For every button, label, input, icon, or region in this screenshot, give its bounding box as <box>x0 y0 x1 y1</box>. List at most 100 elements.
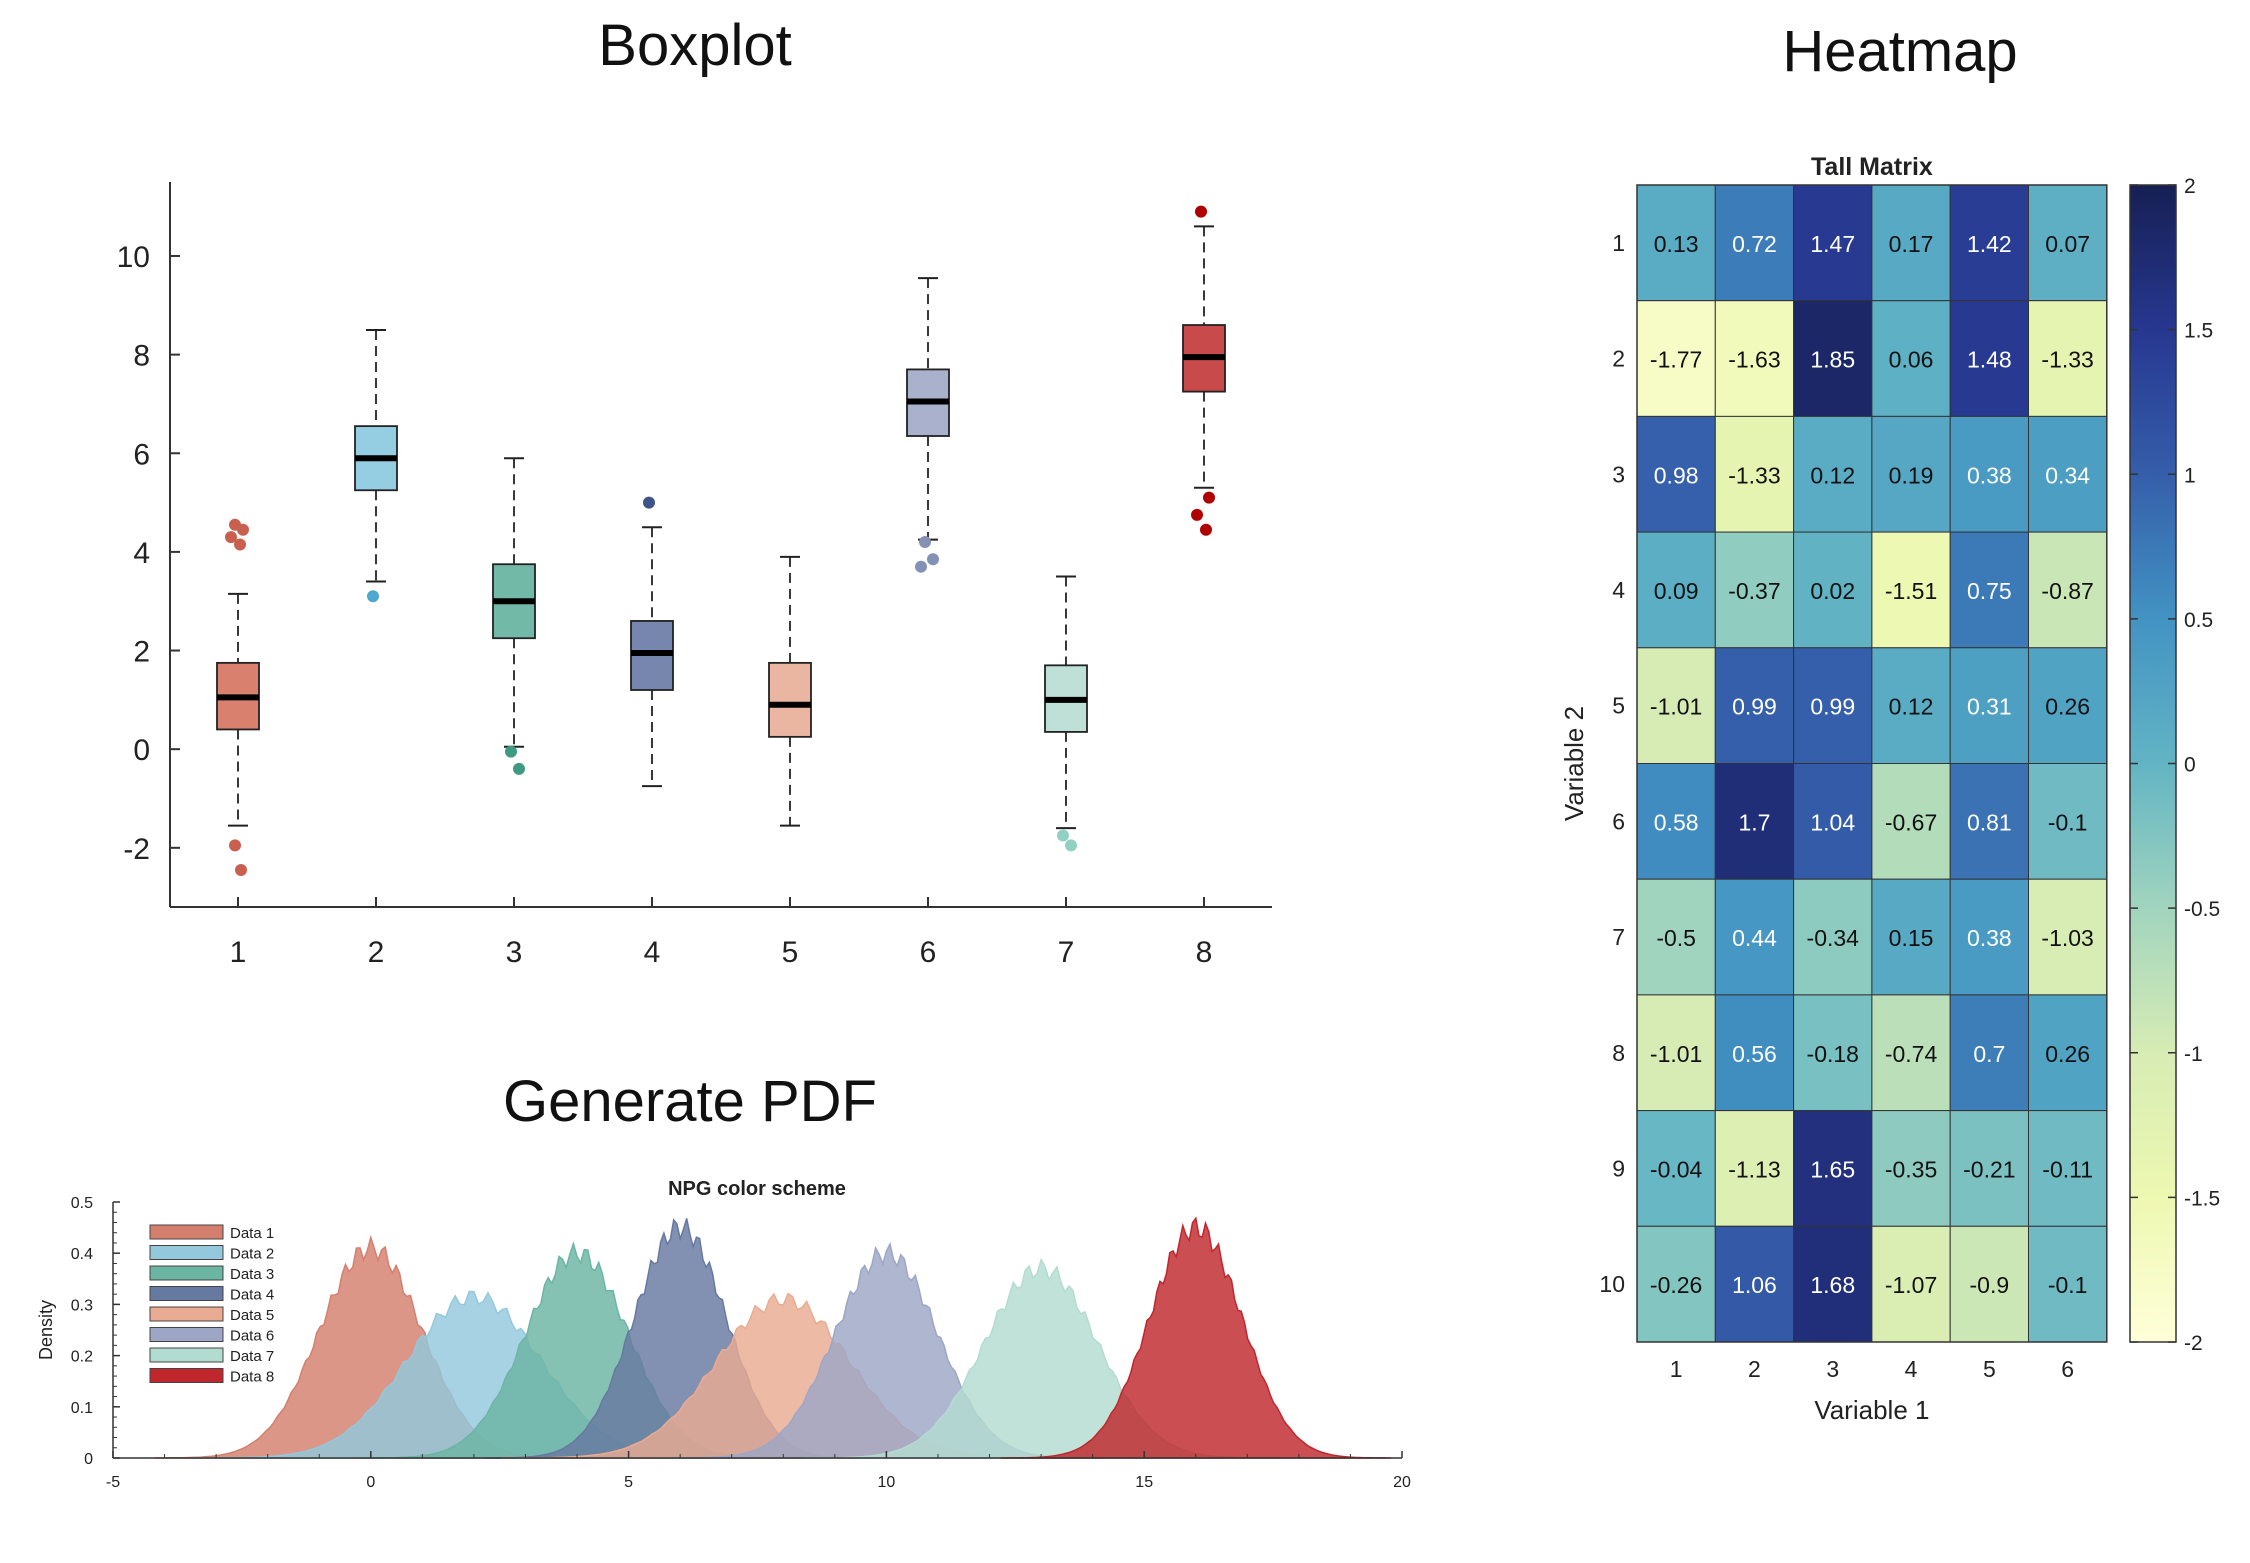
heatmap-cell <box>1793 878 1873 996</box>
heatmap-cell-label: 0.13 <box>1654 231 1699 257</box>
heatmap-cell-label: -0.18 <box>1807 1041 1859 1067</box>
heatmap-cell-label: 1.04 <box>1810 809 1855 835</box>
legend-swatch <box>149 1224 224 1240</box>
colorbar-tick-label: -1 <box>2184 1043 2203 1066</box>
heatmap-cell <box>2028 878 2108 996</box>
heatmap-cell-label: -1.33 <box>2041 347 2093 373</box>
heatmap-subtitle: Tall Matrix <box>1811 153 1933 181</box>
heatmap-x-label: Variable 1 <box>1814 1395 1929 1425</box>
colorbar-tick-label: -0.5 <box>2184 898 2220 921</box>
heatmap-cell-label: 0.99 <box>1732 694 1777 720</box>
heatmap-cell-label: 0.38 <box>1967 462 2012 488</box>
heatmap-cell <box>1714 878 1795 996</box>
heatmap-cell-label: 1.7 <box>1738 809 1770 835</box>
heatmap-cell <box>2028 1110 2108 1227</box>
heatmap-cell <box>1714 1110 1795 1227</box>
legend-swatch <box>149 1347 224 1363</box>
pdf-y-label: Density <box>36 1300 56 1360</box>
y-tick-label: 4 <box>133 537 150 570</box>
heatmap-cell <box>2028 531 2108 649</box>
legend-swatch <box>149 1327 224 1342</box>
colorbar-tick-label: 2 <box>2184 175 2196 198</box>
heatmap-cell <box>1714 994 1795 1112</box>
pdf-title: Generate PDF <box>503 1069 877 1134</box>
heatmap-cell <box>1636 1225 1716 1343</box>
pdf-y-tick-label: 0 <box>84 1451 93 1468</box>
outlier-point <box>367 590 379 603</box>
heatmap-cell <box>1793 994 1873 1112</box>
heatmap-cell-label: 0.15 <box>1889 925 1934 951</box>
legend-label: Data 6 <box>230 1328 274 1345</box>
heatmap-cell-label: 0.56 <box>1732 1041 1777 1067</box>
heatmap-cell-label: -1.51 <box>1885 578 1937 604</box>
heatmap-cell-label: 0.06 <box>1889 347 1934 373</box>
heatmap-y-tick-label: 6 <box>1612 808 1625 834</box>
heatmap-cell-label: 0.58 <box>1654 809 1699 835</box>
heatmap-cell-label: 0.02 <box>1810 578 1855 604</box>
box-group-1 <box>216 518 260 877</box>
box-group-4 <box>630 496 674 788</box>
heatmap-cell-label: -0.35 <box>1885 1156 1937 1182</box>
heatmap-x-tick-label: 1 <box>1670 1356 1683 1382</box>
x-tick-label: 6 <box>920 936 937 969</box>
heatmap-cell-label: 0.07 <box>2045 231 2090 257</box>
heatmap-cell-label: -1.77 <box>1650 347 1702 373</box>
colorbar-tick-label: 1.5 <box>2184 320 2213 343</box>
heatmap-cell <box>1871 1225 1951 1343</box>
outlier-point <box>513 762 525 775</box>
heatmap-cell-label: 0.17 <box>1889 231 1934 257</box>
box-group-7 <box>1044 575 1088 852</box>
heatmap-cell <box>1871 763 1951 880</box>
outlier-point <box>1057 829 1069 842</box>
heatmap-cell <box>1714 531 1795 649</box>
heatmap-cell-label: -0.5 <box>1656 925 1696 951</box>
x-tick-label: 3 <box>506 936 523 969</box>
legend-label: Data 7 <box>230 1348 274 1365</box>
heatmap-cell <box>2028 647 2108 764</box>
outlier-point <box>225 531 237 544</box>
heatmap-cell <box>1949 184 2029 302</box>
legend-label: Data 5 <box>230 1307 274 1324</box>
outlier-point <box>927 553 939 566</box>
outlier-point <box>1195 205 1207 218</box>
heatmap-cell <box>1949 1225 2029 1343</box>
heatmap-cell-label: 0.7 <box>1973 1041 2005 1067</box>
heatmap-cell-label: -0.1 <box>2048 1272 2088 1298</box>
x-tick-label: 7 <box>1058 936 1075 969</box>
pdf-x-tick-label: -5 <box>106 1474 120 1491</box>
heatmap-y-tick-label: 5 <box>1612 693 1625 719</box>
heatmap-cell <box>1949 763 2029 880</box>
heatmap-cell <box>1793 1225 1873 1343</box>
y-tick-label: 6 <box>133 438 150 471</box>
heatmap-cell-label: -0.67 <box>1885 809 1937 835</box>
heatmap-cell <box>1871 878 1951 996</box>
heatmap-cell <box>1714 415 1795 533</box>
legend-label: Data 8 <box>230 1369 274 1386</box>
heatmap-cell <box>1636 415 1716 533</box>
pdf-x-tick-label: 20 <box>1393 1474 1411 1491</box>
heatmap-cell-label: -0.74 <box>1885 1041 1938 1067</box>
heatmap-cell-label: -1.07 <box>1885 1272 1937 1298</box>
legend-swatch <box>149 1286 224 1301</box>
heatmap-cell-label: 1.68 <box>1810 1272 1855 1298</box>
heatmap-cell-label: 0.98 <box>1654 462 1699 488</box>
heatmap-x-tick-label: 2 <box>1748 1356 1761 1382</box>
outlier-point <box>919 536 931 549</box>
box <box>768 661 812 738</box>
heatmap-cell-label: 0.44 <box>1732 925 1777 951</box>
heatmap-cell-label: 1.06 <box>1732 1272 1777 1298</box>
x-tick-label: 5 <box>782 936 799 969</box>
colorbar-tick-label: 0 <box>2184 754 2196 777</box>
heatmap-cell-label: 0.26 <box>2045 694 2090 720</box>
heatmap-cell-label: -1.01 <box>1650 694 1702 720</box>
heatmap-cell <box>1871 184 1951 302</box>
pdf-x-tick-label: 5 <box>624 1474 633 1491</box>
heatmap-cell-label: -0.87 <box>2041 578 2093 604</box>
heatmap-cell-label: 0.26 <box>2045 1041 2090 1067</box>
heatmap-cell-label: 1.85 <box>1810 347 1855 373</box>
heatmap-cell <box>1871 300 1951 417</box>
legend-label: Data 2 <box>230 1246 274 1263</box>
heatmap-x-tick-label: 6 <box>2061 1356 2074 1382</box>
pdf-y-tick-label: 0.3 <box>71 1297 93 1314</box>
outlier-point <box>1191 508 1203 521</box>
